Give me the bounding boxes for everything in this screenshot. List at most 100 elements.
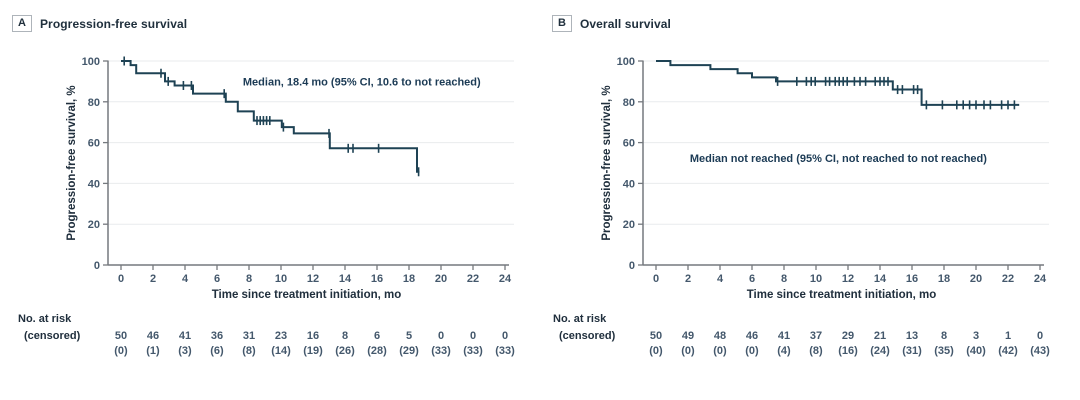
x-tick-label: 4 — [182, 273, 189, 285]
x-tick-label: 14 — [339, 273, 352, 285]
x-tick-label: 8 — [781, 273, 787, 285]
censored-count: (0) — [745, 345, 759, 357]
x-tick-label: 8 — [246, 273, 252, 285]
x-tick-label: 12 — [307, 273, 319, 285]
at-risk-count: 31 — [243, 330, 255, 342]
x-tick-label: 0 — [118, 273, 124, 285]
censored-count: (4) — [777, 345, 791, 357]
censored-count: (31) — [902, 345, 922, 357]
y-tick-label: 0 — [629, 260, 635, 272]
panel-b-letter: B — [552, 15, 572, 32]
x-tick-label: 20 — [970, 273, 982, 285]
at-risk-count: 49 — [682, 330, 694, 342]
at-risk-count: 0 — [1037, 330, 1043, 342]
at-risk-count: 48 — [714, 330, 726, 342]
x-tick-label: 10 — [810, 273, 822, 285]
at-risk-count: 21 — [874, 330, 886, 342]
y-tick-label: 20 — [623, 219, 635, 231]
at-risk-count: 6 — [374, 330, 380, 342]
panel-a-header: A Progression-free survival — [12, 15, 187, 32]
at-risk-count: 8 — [941, 330, 947, 342]
at-risk-count: 5 — [406, 330, 412, 342]
censored-count: (33) — [495, 345, 515, 357]
censored-count: (8) — [242, 345, 256, 357]
censored-count: (29) — [399, 345, 419, 357]
risk-table-label: No. at risk — [553, 313, 607, 325]
panel-b-title: Overall survival — [579, 16, 671, 31]
panel-a-title: Progression-free survival — [39, 16, 188, 31]
censored-count: (26) — [335, 345, 355, 357]
panel-a-letter: A — [12, 15, 32, 32]
x-tick-label: 2 — [150, 273, 156, 285]
y-tick-label: 0 — [94, 260, 100, 272]
panel-progression-free-survival: A Progression-free survival 0 20 40 60 80 100… — [12, 15, 515, 357]
y-tick-label: 40 — [623, 178, 635, 190]
censored-count: (28) — [367, 345, 387, 357]
at-risk-count: 50 — [115, 330, 127, 342]
censored-count: (16) — [838, 345, 858, 357]
censored-count: (8) — [809, 345, 823, 357]
censored-count: (43) — [1030, 345, 1050, 357]
at-risk-count: 23 — [275, 330, 287, 342]
risk-table-censored-label: (censored) — [24, 330, 81, 342]
x-tick-label: 24 — [1034, 273, 1047, 285]
censored-count: (1) — [146, 345, 160, 357]
censored-count: (0) — [681, 345, 695, 357]
at-risk-count: 37 — [810, 330, 822, 342]
at-risk-count: 36 — [211, 330, 223, 342]
at-risk-count: 0 — [470, 330, 476, 342]
x-tick-label: 2 — [685, 273, 691, 285]
censored-count: (24) — [870, 345, 890, 357]
censored-count: (14) — [271, 345, 291, 357]
at-risk-count: 46 — [147, 330, 159, 342]
y-tick-label: 100 — [617, 56, 635, 68]
x-tick-label: 14 — [874, 273, 887, 285]
at-risk-count: 16 — [307, 330, 319, 342]
y-axis-title: Progression-free survival, % — [66, 85, 78, 240]
at-risk-count: 41 — [778, 330, 790, 342]
survival-curve — [656, 60, 1020, 106]
panel-overall-survival: B Overall survival 0 20 40 60 80 100 0 2 4 6 8 10 12… — [540, 0, 1080, 400]
at-risk-count: 0 — [502, 330, 508, 342]
median-annotation: Median, 18.4 mo (95% CI, 10.6 to not rea… — [243, 76, 481, 88]
x-tick-label: 18 — [403, 273, 415, 285]
censored-count: (19) — [303, 345, 323, 357]
x-tick-label: 16 — [906, 273, 918, 285]
censored-count: (42) — [998, 345, 1018, 357]
censored-count: (3) — [178, 345, 192, 357]
x-tick-label: 10 — [275, 273, 287, 285]
censored-count: (35) — [934, 345, 954, 357]
at-risk-count: 29 — [842, 330, 854, 342]
censored-count: (0) — [114, 345, 128, 357]
y-tick-label: 20 — [88, 219, 100, 231]
x-tick-label: 12 — [842, 273, 854, 285]
x-tick-label: 24 — [499, 273, 512, 285]
x-tick-label: 4 — [717, 273, 724, 285]
censored-count: (0) — [649, 345, 663, 357]
at-risk-count: 41 — [179, 330, 191, 342]
x-axis-title: Time since treatment initiation, mo — [212, 289, 402, 301]
y-tick-label: 80 — [623, 97, 635, 109]
at-risk-count: 46 — [746, 330, 758, 342]
censored-count: (0) — [713, 345, 727, 357]
risk-table-censored-label: (censored) — [559, 330, 616, 342]
y-tick-label: 40 — [88, 178, 100, 190]
at-risk-count: 8 — [342, 330, 348, 342]
median-annotation: Median not reached (95% CI, not reached … — [690, 153, 987, 165]
censored-count: (33) — [463, 345, 483, 357]
censored-count: (40) — [966, 345, 986, 357]
x-tick-label: 22 — [467, 273, 479, 285]
x-tick-label: 18 — [938, 273, 950, 285]
censored-count: (6) — [210, 345, 224, 357]
censored-count: (33) — [431, 345, 451, 357]
y-tick-label: 100 — [82, 56, 100, 68]
y-tick-label: 80 — [88, 97, 100, 109]
at-risk-count: 3 — [973, 330, 979, 342]
x-tick-label: 20 — [435, 273, 447, 285]
x-tick-label: 6 — [749, 273, 755, 285]
x-axis-title: Time since treatment initiation, mo — [747, 289, 937, 301]
y-axis-title: Progression-free survival, % — [601, 85, 613, 240]
at-risk-count: 1 — [1005, 330, 1011, 342]
